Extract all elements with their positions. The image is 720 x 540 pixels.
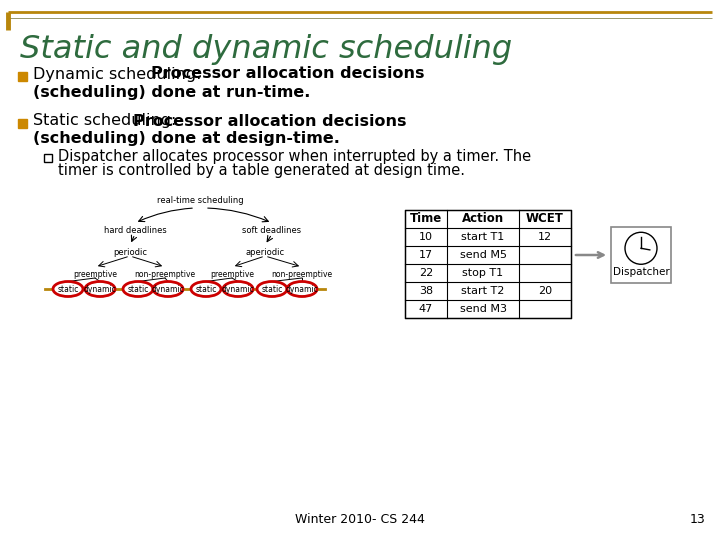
Text: (scheduling) done at run-time.: (scheduling) done at run-time. [33,84,310,99]
Text: stop T1: stop T1 [462,268,503,278]
Text: Processor allocation decisions: Processor allocation decisions [151,66,425,82]
Text: 47: 47 [419,304,433,314]
Ellipse shape [53,281,83,296]
Text: preemptive: preemptive [210,270,254,279]
Text: Static scheduling:: Static scheduling: [33,113,181,129]
Bar [405,210,571,318]
Text: start T1: start T1 [462,232,505,242]
Text: 38: 38 [419,286,433,296]
Text: static: static [195,285,217,294]
Text: dynamic: dynamic [152,285,184,294]
Text: periodic: periodic [113,248,147,257]
Text: Dynamic scheduling:: Dynamic scheduling: [33,66,207,82]
Ellipse shape [223,281,253,296]
Text: 10: 10 [419,232,433,242]
Text: Winter 2010- CS 244: Winter 2010- CS 244 [295,513,425,526]
Text: Action: Action [462,213,504,226]
Text: (scheduling) done at design-time.: (scheduling) done at design-time. [33,132,340,146]
Text: 17: 17 [419,250,433,260]
Text: static: static [261,285,283,294]
Ellipse shape [287,281,317,296]
Ellipse shape [123,281,153,296]
Text: 20: 20 [538,286,552,296]
Text: dynamic: dynamic [286,285,318,294]
Circle shape [625,232,657,264]
Text: Dispatcher: Dispatcher [613,267,670,277]
Ellipse shape [257,281,287,296]
Text: Dispatcher allocates processor when interrupted by a timer. The: Dispatcher allocates processor when inte… [58,148,531,164]
Text: start T2: start T2 [462,286,505,296]
Text: Time: Time [410,213,442,226]
Ellipse shape [191,281,221,296]
Text: timer is controlled by a table generated at design time.: timer is controlled by a table generated… [58,163,465,178]
Ellipse shape [153,281,183,296]
Text: send M3: send M3 [459,304,506,314]
Ellipse shape [85,281,115,296]
Text: Processor allocation decisions: Processor allocation decisions [133,113,407,129]
Text: non-preemptive: non-preemptive [135,270,196,279]
Bar [18,71,27,80]
Text: non-preemptive: non-preemptive [271,270,333,279]
Text: real-time scheduling: real-time scheduling [157,196,243,205]
Text: static: static [58,285,78,294]
Text: 22: 22 [419,268,433,278]
Text: dynamic: dynamic [84,285,117,294]
Text: WCET: WCET [526,213,564,226]
Text: static: static [127,285,149,294]
Text: aperiodic: aperiodic [246,248,284,257]
Text: dynamic: dynamic [222,285,254,294]
Text: 13: 13 [689,513,705,526]
Text: send M5: send M5 [459,250,506,260]
Text: preemptive: preemptive [73,270,117,279]
Bar [18,118,27,127]
Text: 12: 12 [538,232,552,242]
Text: hard deadlines: hard deadlines [104,226,166,235]
Bar [611,227,671,283]
Text: soft deadlines: soft deadlines [243,226,302,235]
Bar [44,154,52,162]
Text: Static and dynamic scheduling: Static and dynamic scheduling [20,34,512,65]
